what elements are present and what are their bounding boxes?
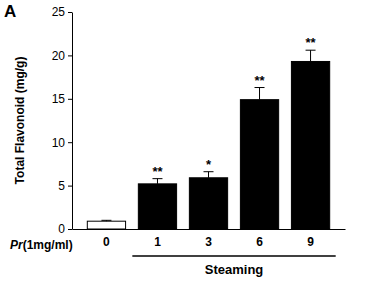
x-axis-line bbox=[73, 229, 346, 230]
x-tick: 3 bbox=[205, 235, 212, 249]
error-bar bbox=[101, 220, 111, 222]
y-tick-label: 15 bbox=[52, 92, 66, 106]
y-tick: 5 bbox=[58, 179, 72, 193]
significance-mark: ** bbox=[254, 73, 265, 88]
y-tick: 15 bbox=[52, 92, 72, 106]
x-tick-label: 0 bbox=[103, 235, 110, 249]
y-tick-mark bbox=[68, 99, 72, 100]
x-axis: 0 1 3 6 9 bbox=[73, 230, 346, 249]
x-tick: 0 bbox=[103, 235, 110, 249]
x-group-label: Steaming bbox=[205, 262, 264, 277]
y-tick-mark bbox=[68, 142, 72, 143]
bars bbox=[87, 50, 329, 229]
error-bar bbox=[152, 179, 162, 184]
bar bbox=[138, 184, 176, 229]
y-axis-line bbox=[72, 13, 73, 230]
significance-mark: ** bbox=[305, 35, 316, 50]
y-tick-label: 25 bbox=[52, 5, 66, 19]
x-tick-label: 6 bbox=[256, 235, 263, 249]
panel-label: A bbox=[4, 2, 16, 21]
y-tick-label: 10 bbox=[52, 136, 66, 150]
x-tick-label: 1 bbox=[154, 235, 161, 249]
x-row-label: Pr(1mg/ml) bbox=[10, 238, 73, 252]
significance-mark: ** bbox=[152, 164, 163, 179]
bar bbox=[87, 221, 125, 229]
y-tick: 20 bbox=[52, 49, 72, 63]
y-tick: 25 bbox=[52, 5, 72, 19]
y-axis: 0 5 10 15 20 25 bbox=[52, 5, 73, 236]
error-bar bbox=[306, 50, 316, 61]
error-cap bbox=[101, 220, 111, 221]
error-stem bbox=[259, 88, 260, 100]
bar bbox=[189, 178, 227, 229]
y-tick: 0 bbox=[58, 222, 72, 236]
y-tick-label: 0 bbox=[58, 222, 65, 236]
error-bar bbox=[255, 88, 265, 100]
bar bbox=[291, 61, 329, 229]
y-tick-mark bbox=[68, 229, 72, 230]
y-tick-mark bbox=[68, 186, 72, 187]
y-tick-label: 5 bbox=[58, 179, 65, 193]
y-tick-mark bbox=[68, 12, 72, 13]
error-stem bbox=[157, 179, 158, 184]
significance-mark: * bbox=[206, 157, 212, 172]
error-stem bbox=[310, 50, 311, 61]
bar bbox=[240, 100, 278, 229]
x-tick: 6 bbox=[256, 235, 263, 249]
x-tick: 1 bbox=[154, 235, 161, 249]
y-axis-title: Total Flavonoid (mg/g) bbox=[13, 57, 27, 185]
group-bracket bbox=[132, 255, 335, 257]
error-bar bbox=[204, 172, 214, 178]
y-tick-mark bbox=[68, 55, 72, 56]
x-tick-label: 9 bbox=[307, 235, 314, 249]
y-tick-label: 20 bbox=[52, 49, 66, 63]
x-tick: 9 bbox=[307, 235, 314, 249]
error-stem bbox=[208, 172, 209, 178]
x-tick-label: 3 bbox=[205, 235, 212, 249]
y-tick: 10 bbox=[52, 136, 72, 150]
